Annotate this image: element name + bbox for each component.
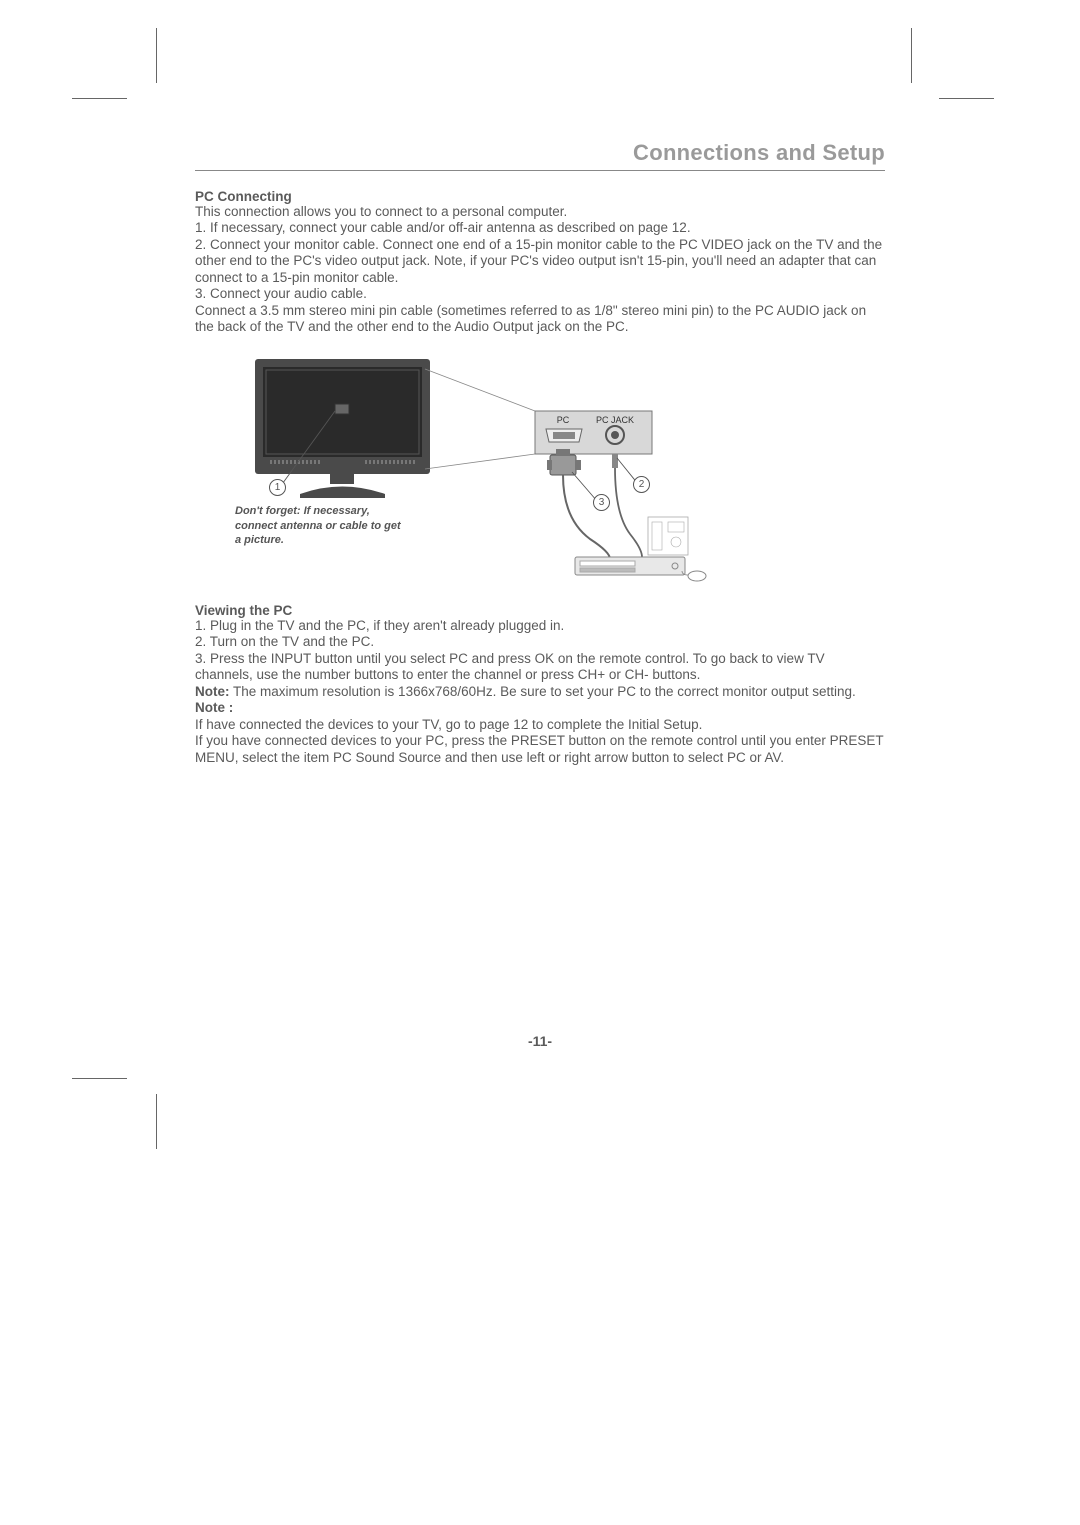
body-text: If you have connected devices to your PC…	[195, 733, 885, 766]
callout-2: 2	[633, 476, 650, 493]
label-pc: PC	[557, 415, 570, 425]
body-text: If have connected the devices to your TV…	[195, 717, 885, 733]
body-text: Connect a 3.5 mm stereo mini pin cable (…	[195, 303, 885, 336]
note-label: Note:	[195, 684, 230, 699]
body-text: 3. Press the INPUT button until you sele…	[195, 651, 885, 684]
body-text: 2. Connect your monitor cable. Connect o…	[195, 237, 885, 286]
callout-1: 1	[269, 479, 286, 496]
connection-diagram: PC PC JACK	[195, 354, 885, 589]
diagram-reminder-text: Don't forget: If necessary, connect ante…	[235, 504, 405, 549]
crop-mark	[72, 98, 127, 99]
body-text: 2. Turn on the TV and the PC.	[195, 634, 885, 650]
callout-3: 3	[593, 494, 610, 511]
body-text: 1. Plug in the TV and the PC, if they ar…	[195, 618, 885, 634]
note-label-2: Note :	[195, 700, 885, 716]
page-title: Connections and Setup	[195, 140, 885, 171]
crop-mark	[156, 28, 157, 83]
heading-pc-connecting: PC Connecting	[195, 189, 885, 204]
crop-mark	[72, 1078, 127, 1079]
body-text: This connection allows you to connect to…	[195, 204, 885, 220]
crop-mark	[156, 1094, 157, 1149]
body-text: 3. Connect your audio cable.	[195, 286, 885, 302]
page-content: Connections and Setup PC Connecting This…	[195, 140, 885, 766]
label-pcjack: PC JACK	[596, 415, 634, 425]
note-text: The maximum resolution is 1366x768/60Hz.…	[230, 684, 856, 699]
page-number: -11-	[528, 1033, 552, 1049]
diagram-svg: PC PC JACK	[250, 354, 730, 584]
crop-mark	[911, 28, 912, 83]
body-text: Note: The maximum resolution is 1366x768…	[195, 684, 885, 700]
body-text: 1. If necessary, connect your cable and/…	[195, 220, 885, 236]
crop-mark	[939, 98, 994, 99]
heading-viewing-pc: Viewing the PC	[195, 603, 885, 618]
